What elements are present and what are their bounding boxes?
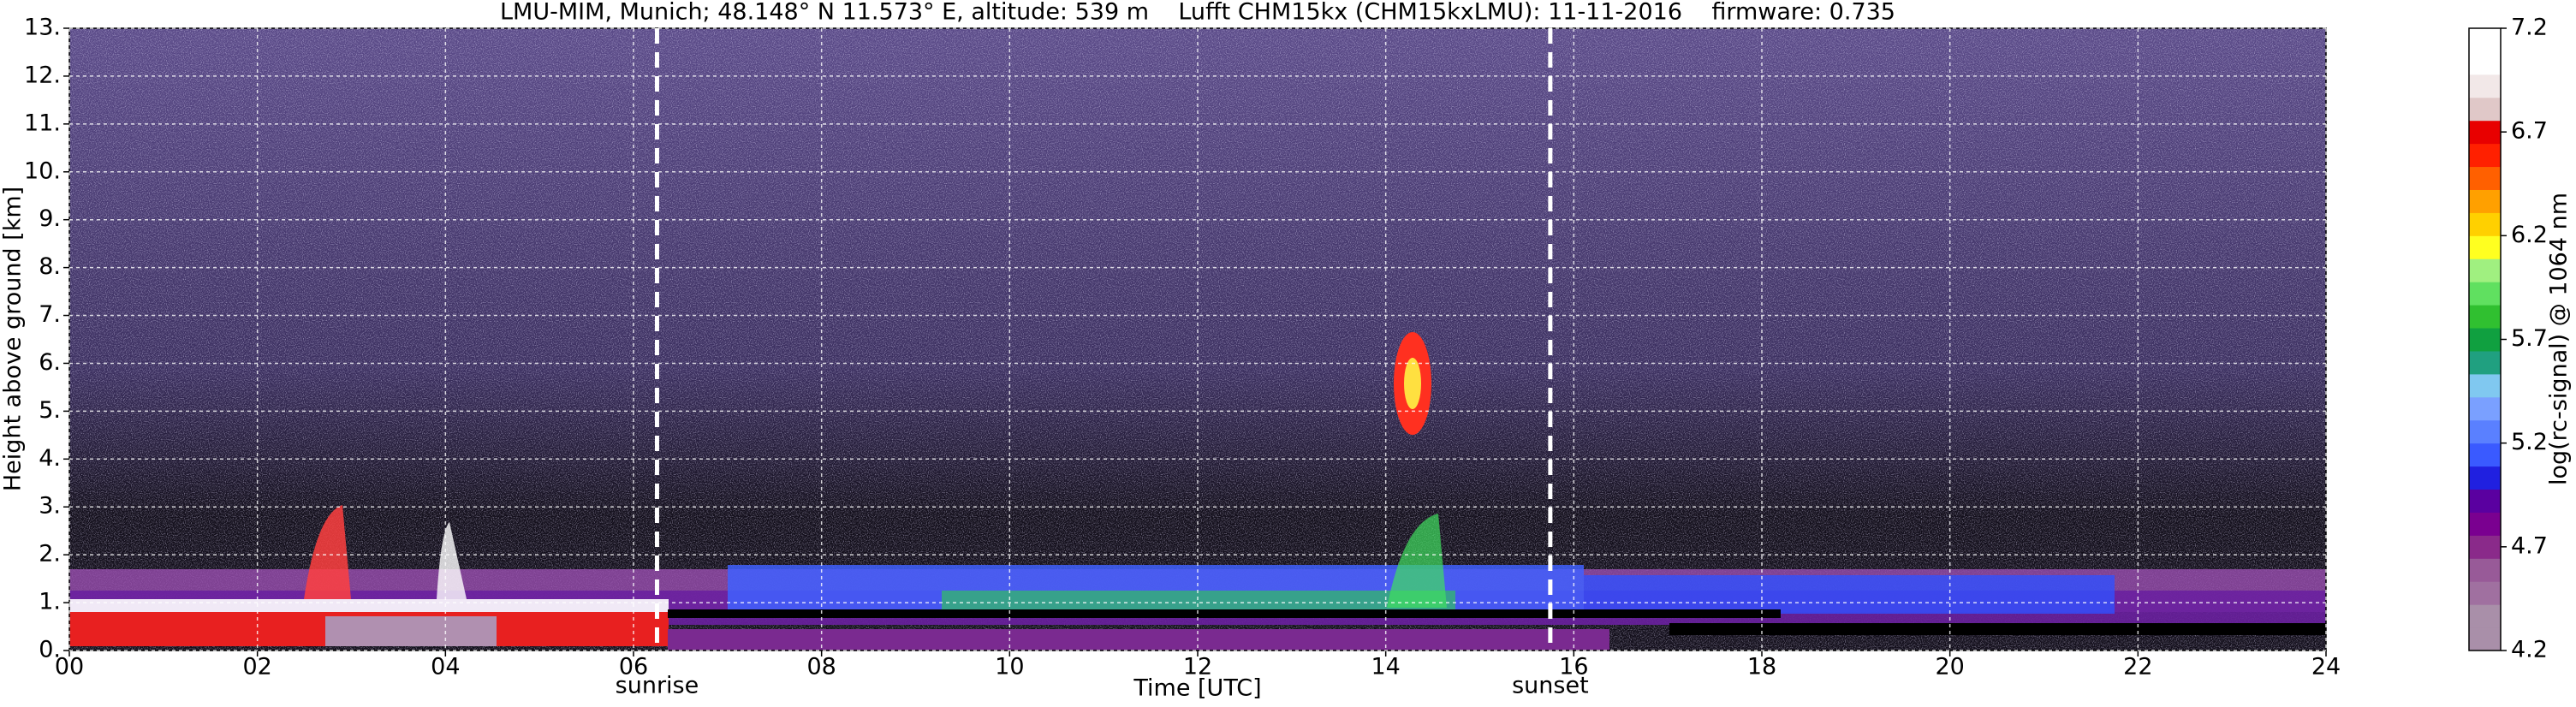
colorbar-swatch [2469,258,2501,282]
x-tick-label: 18 [1747,654,1776,680]
y-tick-label: 5. [39,397,61,424]
annotation-label: sunset [1512,673,1589,699]
colorbar-swatch [2469,97,2501,122]
y-tick-label: 4. [39,445,61,472]
x-tick-label: 12 [1183,654,1212,680]
x-tick-label: 10 [995,654,1024,680]
y-tick-label: 12. [24,62,61,88]
y-tick-label: 7. [39,301,61,328]
colorbar-tick-label: 5.7 [2511,325,2548,352]
colorbar-swatch [2469,28,2501,52]
colorbar-swatch [2469,50,2501,75]
colorbar-swatch [2469,604,2501,628]
x-tick-label: 24 [2311,654,2341,680]
colorbar-swatch [2469,373,2501,398]
colorbar-tick-label: 6.2 [2511,222,2548,248]
colorbar-swatch [2469,120,2501,145]
colorbar-swatch [2469,396,2501,421]
colorbar-swatch [2469,558,2501,582]
y-tick-label: 3. [39,493,61,520]
colorbar-tick-label: 6.7 [2511,118,2548,145]
colorbar-swatch [2469,350,2501,375]
colorbar-tick-label: 4.2 [2511,637,2548,663]
colorbar-swatch [2469,581,2501,605]
colorbar-swatch [2469,466,2501,490]
chart-title: LMU-MIM, Munich; 48.148° N 11.573° E, al… [500,0,1895,26]
y-tick-label: 8. [39,253,61,280]
x-tick-label: 06 [619,654,648,680]
colorbar-swatch [2469,512,2501,536]
x-tick-label: 14 [1371,654,1400,680]
x-tick-label: 20 [1935,654,1964,680]
y-axis-label: Height above ground [km] [0,187,27,491]
colorbar-swatch [2469,143,2501,168]
y-tick-label: 6. [39,349,61,376]
y-tick-label: 13. [24,15,61,41]
y-tick-label: 2. [39,541,61,567]
colorbar-swatch [2469,235,2501,259]
y-tick-label: 0. [39,637,61,663]
x-tick-label: 22 [2123,654,2152,680]
colorbar-swatch [2469,443,2501,467]
annotation-label: sunrise [616,673,699,699]
x-axis-label: Time [UTC] [1133,675,1261,702]
colorbar-swatch [2469,282,2501,306]
y-tick-label: 10. [24,157,61,184]
x-tick-label: 08 [806,654,836,680]
x-tick-label: 04 [431,654,460,680]
colorbar-swatch [2469,305,2501,329]
colorbar-swatch [2469,74,2501,98]
colorbar-swatch [2469,189,2501,213]
colorbar-label: log(rc-signal) @ 1064 nm [2546,193,2573,485]
colorbar-tick-label: 5.2 [2511,429,2548,455]
x-tick-label: 02 [242,654,271,680]
x-tick-label: 00 [55,654,84,680]
colorbar-swatch [2469,627,2501,651]
y-tick-label: 11. [24,110,61,136]
y-tick-label: 1. [39,589,61,615]
x-tick-label: 16 [1559,654,1588,680]
colorbar-swatch [2469,328,2501,352]
y-tick-label: 9. [39,205,61,232]
colorbar-tick-label: 4.7 [2511,532,2548,559]
colorbar-swatch [2469,212,2501,236]
colorbar-swatch [2469,535,2501,559]
colorbar-swatch [2469,489,2501,513]
colorbar-tick-label: 7.2 [2511,15,2548,41]
colorbar-swatch [2469,419,2501,444]
colorbar-swatch [2469,166,2501,190]
